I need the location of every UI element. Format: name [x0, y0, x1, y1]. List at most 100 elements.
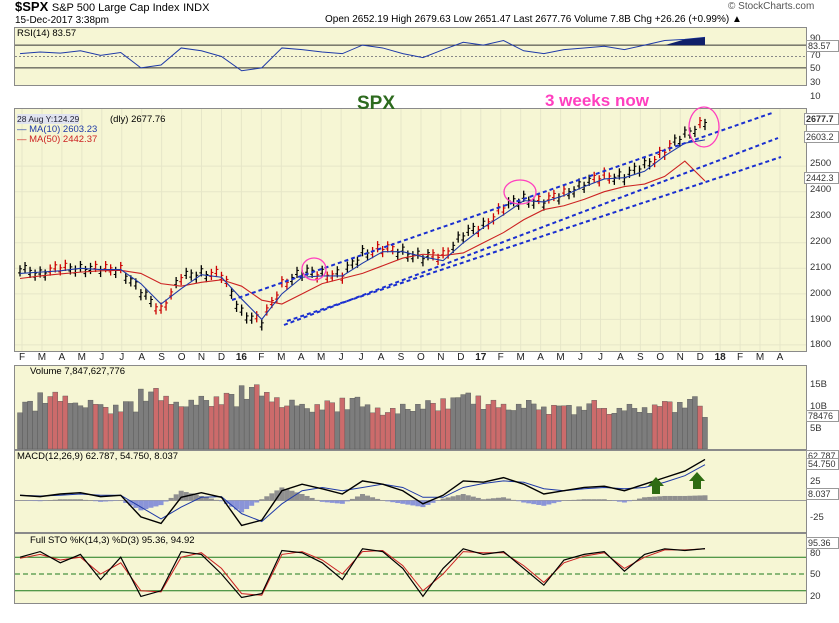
volume-bar	[198, 395, 205, 450]
price-tick: 1800	[810, 339, 832, 350]
x-tick-label: 16	[235, 352, 247, 363]
macd-histogram-bar	[128, 500, 134, 506]
volume-bar	[515, 403, 522, 450]
macd-histogram-bar	[702, 495, 708, 501]
volume-bar	[223, 392, 230, 450]
macd-histogram-bar	[480, 499, 486, 501]
x-tick-label: A	[776, 352, 784, 363]
volume-bar	[264, 392, 270, 450]
macd-histogram-bar	[601, 499, 607, 501]
macd-histogram-bar	[163, 500, 169, 502]
volume-tick: 5B	[810, 423, 822, 434]
macd-histogram-bar	[375, 498, 381, 501]
macd-histogram-bar	[309, 497, 315, 501]
volume-bar	[193, 404, 199, 450]
x-tick-label: S	[637, 352, 644, 363]
macd-histogram-bar	[203, 497, 209, 501]
macd-histogram-bar	[284, 489, 290, 501]
price-tick: 2200	[810, 236, 832, 247]
volume-bar	[158, 400, 164, 450]
macd-histogram-bar	[249, 500, 255, 506]
volume-bar	[475, 395, 482, 450]
macd-histogram-bar	[279, 487, 285, 501]
volume-bar	[651, 404, 658, 450]
macd-histogram-bar	[93, 500, 99, 502]
volume-bar	[153, 388, 159, 450]
volume-bar	[430, 403, 436, 450]
symbol-title: $SPX S&P 500 Large Cap Index INDX	[15, 0, 209, 14]
volume-bar	[470, 403, 477, 450]
sto-panel	[14, 533, 807, 604]
volume-bar	[47, 396, 53, 450]
macd-histogram-bar	[143, 500, 149, 510]
macd-histogram-bar	[198, 495, 204, 501]
volume-bar	[208, 406, 215, 450]
macd-histogram-bar	[682, 495, 688, 501]
volume-bar	[606, 414, 613, 450]
price-panel[interactable]	[14, 108, 807, 352]
volume-bar	[299, 403, 305, 450]
macd-histogram-bar	[536, 500, 542, 505]
macd-histogram-bar	[67, 499, 73, 501]
chart-annotation-title: SPX	[357, 93, 396, 114]
volume-bar	[17, 412, 23, 450]
volume-bar	[294, 405, 300, 450]
up-arrow-icon	[689, 472, 705, 489]
volume-bar	[254, 384, 260, 450]
volume-bar	[289, 399, 295, 450]
volume-bar	[662, 401, 668, 450]
macd-histogram-bar	[370, 497, 376, 501]
macd-histogram-bar	[108, 500, 114, 502]
macd-histogram-bar	[334, 500, 340, 504]
macd-histogram-bar	[662, 495, 668, 501]
macd-tick: -25	[810, 512, 824, 523]
volume-bar	[62, 395, 69, 450]
macd-histogram-bar	[647, 496, 653, 501]
price-tick: 2000	[810, 288, 832, 299]
macd-histogram-bar	[506, 498, 512, 501]
x-tick-label: F	[737, 352, 744, 363]
volume-bar	[339, 397, 346, 450]
volume-bar	[269, 401, 275, 450]
macd-histogram-bar	[511, 499, 517, 501]
volume-bar	[364, 404, 371, 450]
macd-histogram-bar	[289, 490, 295, 501]
volume-bar	[82, 407, 89, 450]
volume-bar	[97, 404, 104, 450]
ma10-label: — MA(10) 2603.23	[17, 124, 98, 135]
volume-bar	[238, 385, 245, 450]
x-tick-label: O	[656, 352, 665, 363]
volume-bar	[601, 408, 607, 450]
volume-bar	[133, 411, 139, 450]
x-tick-label: F	[258, 352, 265, 363]
macd-histogram-bar	[344, 500, 350, 502]
volume-bar	[405, 409, 411, 450]
macd-signal-tag: 54.750	[806, 458, 839, 470]
macd-histogram-bar	[526, 500, 532, 504]
rsi-tick: 50	[810, 63, 821, 74]
volume-bar	[641, 407, 648, 450]
volume-bar	[344, 409, 351, 450]
volume-label: Volume 7,847,627,776	[30, 366, 126, 377]
trend-channel-line	[231, 112, 773, 301]
volume-bar	[485, 404, 492, 450]
volume-bar	[148, 391, 154, 450]
macd-histogram-bar	[264, 496, 270, 501]
x-tick-label: M	[755, 352, 765, 363]
macd-histogram-bar	[455, 495, 461, 501]
volume-bar	[173, 401, 179, 450]
x-tick-label: N	[676, 352, 684, 363]
price-tick: 1900	[810, 314, 832, 325]
volume-bar	[163, 395, 169, 450]
volume-bar	[314, 404, 320, 450]
volume-bar	[677, 402, 683, 450]
macd-histogram-bar	[541, 500, 547, 506]
volume-bar	[556, 405, 562, 450]
volume-bar	[213, 396, 220, 450]
macd-histogram-bar	[531, 500, 537, 505]
volume-bar	[309, 411, 315, 450]
macd-histogram-bar	[37, 500, 43, 502]
macd-histogram-bar	[52, 499, 58, 501]
rsi-tick: 10	[810, 91, 821, 102]
volume-tick: 10B	[810, 401, 827, 412]
